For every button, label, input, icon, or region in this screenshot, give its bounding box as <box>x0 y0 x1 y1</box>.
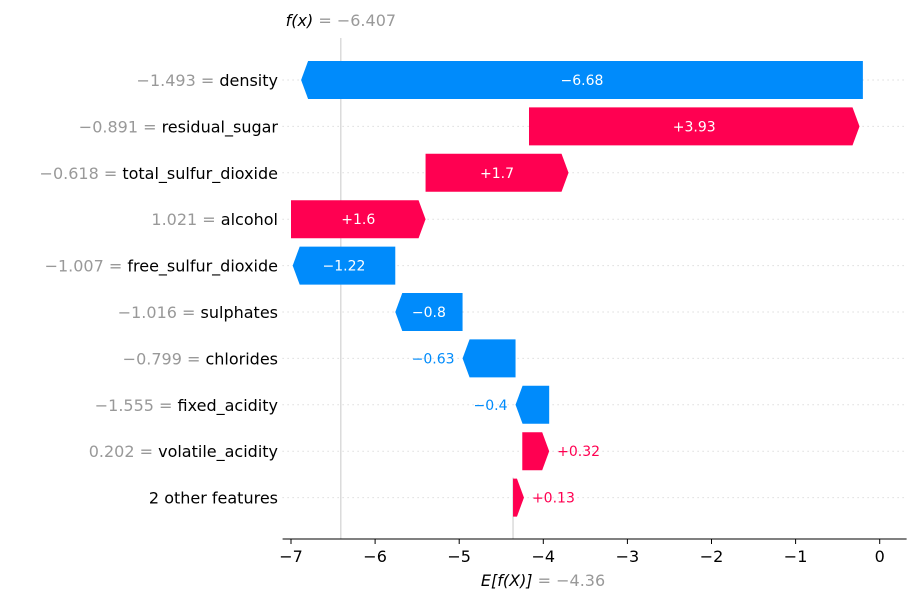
feature-name: free_sulfur_dioxide <box>127 257 278 277</box>
feature-label: −1.493 = density <box>137 71 278 90</box>
fx-label: f(x) = −6.407 <box>286 11 396 30</box>
feature-name: sulphates <box>201 303 278 322</box>
feature-label: −1.016 = sulphates <box>118 303 278 322</box>
feature-label: −0.799 = chlorides <box>123 349 278 368</box>
feature-name: 2 other features <box>149 489 278 508</box>
feature-label: 0.202 = volatile_acidity <box>89 442 278 462</box>
feature-name: residual_sugar <box>162 117 279 137</box>
feature-name: total_sulfur_dioxide <box>122 164 278 184</box>
fx-symbol: f(x) <box>286 11 314 30</box>
feature-value: −1.493 = <box>137 71 220 90</box>
waterfall-bar-total_sulfur_dioxide <box>425 153 569 192</box>
bar-value-label: −0.4 <box>474 398 508 414</box>
waterfall-bar-sulphates <box>395 293 463 331</box>
x-tick-label: −2 <box>700 547 724 566</box>
feature-value: −0.618 = <box>40 164 123 183</box>
waterfall-bar-alcohol <box>291 200 426 239</box>
waterfall-bar-fixed_acidity <box>515 385 550 424</box>
feature-name: fixed_acidity <box>178 396 278 416</box>
bar-value-label: −1.22 <box>323 259 366 275</box>
waterfall-bar-density <box>301 61 863 99</box>
bar-value-label: +3.93 <box>673 119 716 135</box>
x-tick-label: −1 <box>784 547 808 566</box>
feature-label: −0.618 = total_sulfur_dioxide <box>40 164 278 184</box>
feature-value: −1.555 = <box>95 396 178 415</box>
bar-value-label: −6.68 <box>561 73 604 89</box>
efx-label: E[f(X)] = −4.36 <box>481 571 605 590</box>
feature-label: 1.021 = alcohol <box>151 210 278 229</box>
feature-value: −0.799 = <box>123 349 206 368</box>
feature-label: 2 other features <box>149 489 278 508</box>
feature-name: chlorides <box>205 349 278 368</box>
feature-label: −1.007 = free_sulfur_dioxide <box>45 257 278 277</box>
efx-value: = −4.36 <box>533 571 606 590</box>
x-tick-label: −4 <box>532 547 556 566</box>
feature-value: −1.016 = <box>118 303 201 322</box>
feature-value: 0.202 = <box>89 442 158 461</box>
efx-symbol: E[f(X)] <box>481 571 533 590</box>
bar-value-label: −0.8 <box>412 305 446 321</box>
bar-value-label: +1.7 <box>480 166 514 182</box>
waterfall-bar-chlorides <box>462 339 516 378</box>
bar-value-label: +0.13 <box>532 491 575 507</box>
x-tick-label: −6 <box>363 547 387 566</box>
x-tick-label: −7 <box>279 547 303 566</box>
feature-name: density <box>219 71 278 90</box>
feature-value: 1.021 = <box>151 210 220 229</box>
waterfall-bar-2-other-features <box>513 478 524 517</box>
feature-value: −1.007 = <box>45 257 128 276</box>
bar-value-label: +1.6 <box>341 212 375 228</box>
bar-value-label: +0.32 <box>557 444 600 460</box>
feature-label: −1.555 = fixed_acidity <box>95 396 278 416</box>
feature-label: −0.891 = residual_sugar <box>79 117 279 137</box>
bar-value-label: −0.63 <box>412 351 455 367</box>
waterfall-bar-free_sulfur_dioxide <box>292 246 396 285</box>
feature-value: −0.891 = <box>79 117 162 136</box>
x-tick-label: −5 <box>447 547 471 566</box>
x-tick-label: 0 <box>875 547 885 566</box>
fx-value: = −6.407 <box>313 11 396 30</box>
feature-name: volatile_acidity <box>158 442 278 462</box>
feature-name: alcohol <box>221 210 278 229</box>
x-tick-label: −3 <box>616 547 640 566</box>
waterfall-bar-volatile_acidity <box>522 432 550 471</box>
waterfall-bar-residual_sugar <box>529 107 860 146</box>
